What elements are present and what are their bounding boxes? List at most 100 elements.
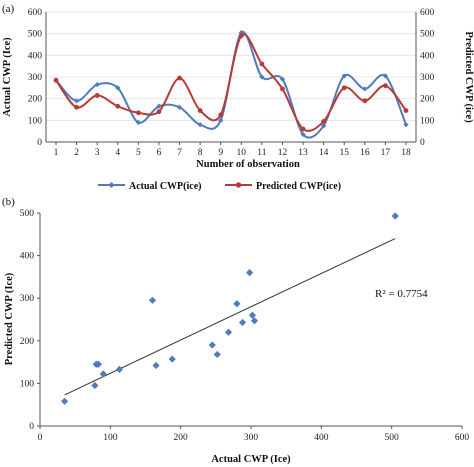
y-tick-label: 100 [20, 379, 35, 389]
data-point-actual [300, 131, 306, 138]
y-tick-label: 300 [20, 294, 35, 304]
scatter-point [238, 318, 247, 327]
scatter-points [61, 212, 399, 405]
data-point-predicted [300, 126, 306, 132]
scatter-point [91, 381, 99, 390]
data-point-actual [279, 76, 286, 82]
left-y-axis-label: Actual CWP (Ice) [2, 37, 13, 117]
x-tick-label: 200 [174, 433, 189, 443]
data-point-actual [362, 86, 368, 92]
scatter-point [168, 355, 176, 363]
x-tick-label: 1 [54, 148, 59, 158]
x-tick-label: 100 [103, 433, 118, 443]
y-tick-label: 500 [20, 209, 35, 219]
y-tick-label-left: 200 [28, 95, 43, 105]
y-axis-gridlines [46, 11, 416, 121]
y-tick-label-right: 300 [420, 73, 435, 83]
scatter-point [99, 370, 107, 378]
x-axis-label: Actual CWP (Ice) [211, 454, 291, 465]
y-tick-label-left: 0 [37, 138, 42, 148]
x-tick-label: 2 [74, 148, 79, 158]
data-point-actual [403, 122, 409, 128]
scatter-point [152, 361, 160, 370]
scatter-point [245, 269, 254, 277]
data-point-predicted [197, 108, 203, 113]
data-point-actual [382, 73, 389, 79]
line-chart-panel: (a) 0 100 200 300 400 500 600 0 100 200 300 400 500… [2, 3, 474, 192]
data-point-actual [321, 123, 327, 129]
data-point-predicted [321, 119, 327, 124]
x-tick-label: 18 [401, 148, 411, 158]
x-tick-label: 6 [157, 148, 162, 158]
legend-marker-actual [108, 182, 115, 188]
data-point-predicted [362, 98, 368, 104]
data-point-actual [156, 103, 162, 109]
data-point-predicted [238, 33, 244, 39]
y-tick-label-left: 500 [28, 30, 43, 40]
legend-marker-predicted [235, 182, 242, 188]
scatter-point [94, 360, 102, 368]
x-tick-labels: 1 2 3 4 5 6 7 8 9 10 11 12 13 14 15 16 17 18 [54, 142, 411, 158]
x-tick-label: 3 [95, 148, 100, 158]
left-y-tick-labels: 0 100 200 300 400 500 600 [28, 8, 43, 148]
x-tick-labels: 0 100 200 300 400 500 600 [38, 426, 470, 443]
data-point-actual [218, 117, 224, 123]
data-point-predicted [403, 108, 409, 113]
right-y-tick-labels: 0 100 200 300 400 500 600 [420, 8, 435, 148]
y-tick-label: 0 [29, 422, 34, 432]
y-tick-label-right: 100 [420, 116, 435, 126]
legend-label-actual: Actual CWP(ice) [129, 181, 201, 192]
series-predicted [53, 33, 409, 132]
x-tick-label: 16 [360, 148, 370, 158]
x-tick-label: 5 [136, 148, 141, 158]
data-point-predicted [53, 77, 59, 83]
data-point-predicted [177, 75, 182, 81]
axes [39, 213, 462, 427]
x-tick-label: 12 [278, 148, 288, 158]
scatter-point [61, 397, 69, 405]
scatter-chart-panel: (b) 0 100 200 300 400 500 0 100 200 300 400 500 600… [2, 196, 469, 465]
y-tick-label-left: 100 [28, 116, 43, 126]
scatter-point [391, 212, 399, 220]
data-point-predicted [280, 86, 285, 92]
legend: Actual CWP(ice) Predicted CWP(ice) [98, 181, 341, 192]
y-tick-label-left: 300 [28, 73, 43, 83]
data-point-actual [135, 119, 141, 126]
series-actual [53, 29, 409, 139]
data-point-predicted [94, 93, 100, 98]
x-tick-label: 600 [455, 433, 470, 443]
y-tick-label-left: 400 [28, 51, 43, 61]
x-tick-label: 14 [319, 148, 329, 158]
x-tick-label: 400 [314, 433, 329, 443]
scatter-point [115, 365, 124, 373]
data-point-actual [94, 81, 100, 88]
series-line-actual [55, 31, 407, 139]
x-tick-label: 8 [198, 148, 203, 158]
x-tick-label: 500 [385, 433, 400, 443]
legend-label-predicted: Predicted CWP(ice) [256, 181, 341, 192]
x-tick-label: 11 [257, 148, 266, 158]
x-tick-label: 300 [244, 433, 259, 443]
y-tick-label-right: 0 [420, 138, 425, 148]
data-point-actual [197, 122, 203, 128]
scatter-point [208, 341, 216, 349]
y-tick-label-right: 400 [420, 51, 435, 61]
data-point-predicted [259, 61, 265, 67]
r-squared-annotation: R² = 0.7754 [375, 288, 428, 300]
data-point-predicted [218, 112, 224, 118]
y-tick-label-right: 500 [420, 30, 435, 40]
y-tick-label-left: 600 [28, 8, 43, 18]
x-tick-label: 13 [298, 148, 308, 158]
series-group [53, 29, 409, 139]
y-tick-label-right: 200 [420, 95, 435, 105]
data-point-actual [176, 104, 183, 110]
x-tick-label: 10 [237, 148, 247, 158]
y-axis-label: Predicted CWP (Ice) [4, 272, 15, 365]
scatter-point [224, 328, 233, 336]
y-tick-label: 200 [20, 337, 35, 347]
scatter-point [250, 317, 259, 325]
scatter-point [248, 311, 257, 319]
data-point-predicted [115, 103, 121, 109]
y-tick-label: 400 [20, 252, 35, 262]
